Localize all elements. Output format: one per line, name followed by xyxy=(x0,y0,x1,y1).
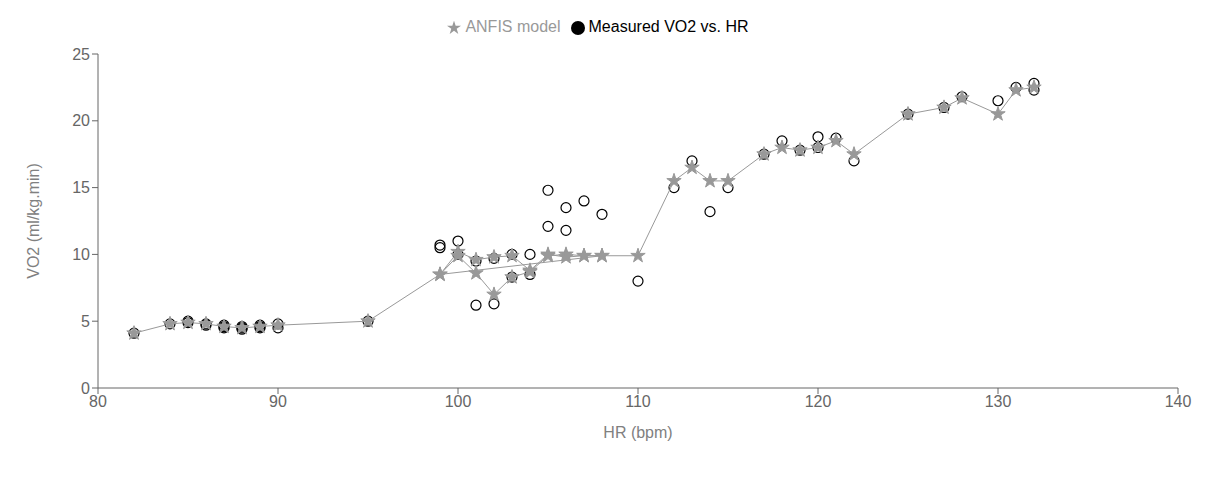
svg-text:140: 140 xyxy=(1165,393,1192,410)
svg-text:120: 120 xyxy=(805,393,832,410)
svg-text:0: 0 xyxy=(81,380,90,397)
svg-text:80: 80 xyxy=(89,393,107,410)
svg-text:90: 90 xyxy=(269,393,287,410)
svg-text:130: 130 xyxy=(985,393,1012,410)
svg-text:10: 10 xyxy=(72,246,90,263)
svg-text:15: 15 xyxy=(72,179,90,196)
svg-text:HR (bpm): HR (bpm) xyxy=(603,424,672,441)
svg-text:VO2 (ml/kg.min): VO2 (ml/kg.min) xyxy=(25,163,42,279)
svg-text:5: 5 xyxy=(81,313,90,330)
svg-text:110: 110 xyxy=(625,393,651,410)
html-text:Measured VO2 vs. HR: Measured VO2 vs. HR xyxy=(588,18,749,35)
svg-text:25: 25 xyxy=(72,46,90,63)
svg-text:20: 20 xyxy=(72,112,90,129)
svg-text:100: 100 xyxy=(445,393,472,410)
html-text:ANFIS model: ANFIS model xyxy=(465,18,561,35)
